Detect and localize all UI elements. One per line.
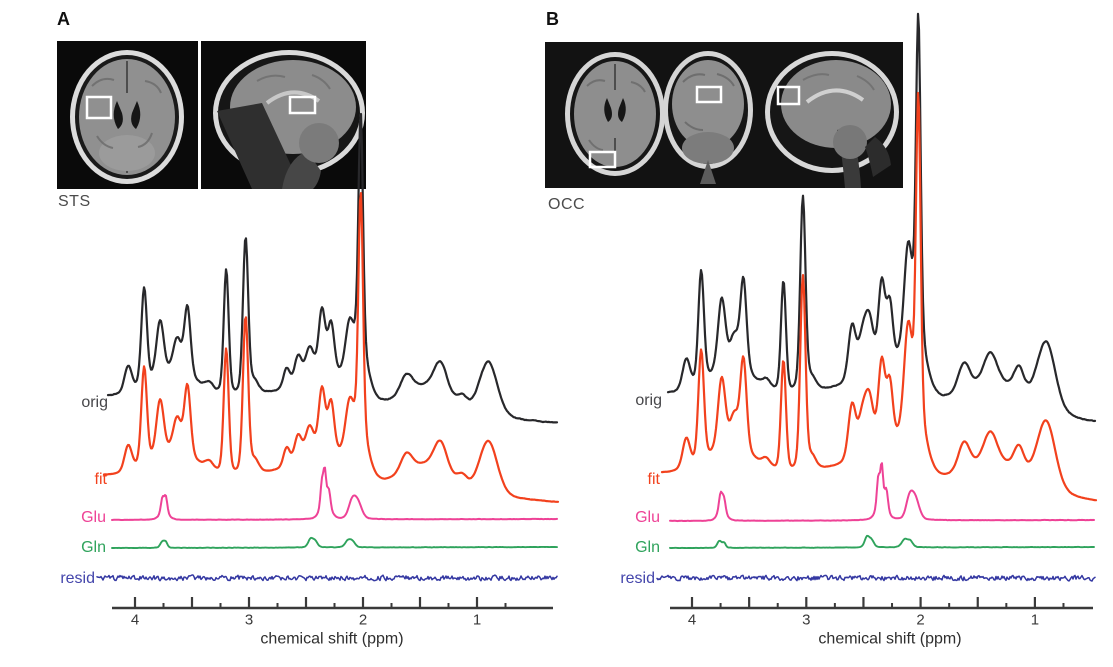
- tick-label: 1: [473, 611, 481, 628]
- voxel-box-occ-axial: [588, 150, 617, 169]
- voxel-box-occ-sagittal: [776, 85, 801, 106]
- trace-label-resid: resid: [620, 570, 655, 587]
- trace-label-orig: orig: [635, 392, 662, 409]
- mri-localizer-sts: [57, 41, 366, 189]
- x-axis-title: chemical shift (ppm): [818, 630, 961, 647]
- mri-axial-view: [57, 41, 198, 189]
- x-axis-title: chemical shift (ppm): [260, 630, 403, 647]
- panel-b-letter: B: [546, 9, 559, 29]
- mri-coronal-view: [663, 51, 753, 184]
- voxel-box-sts-axial: [85, 95, 113, 120]
- spectrum-trace-fit: [660, 91, 1098, 502]
- spectrum-trace-resid: [96, 574, 558, 582]
- spectrum-trace-Gln: [111, 536, 558, 550]
- trace-label-Gln: Gln: [635, 539, 660, 556]
- spectrum-trace-resid: [656, 574, 1096, 582]
- voxel-box-sts-sagittal: [288, 95, 317, 115]
- region-label-occ: OCC: [548, 196, 586, 213]
- trace-label-Gln: Gln: [81, 539, 106, 556]
- trace-label-Glu: Glu: [81, 509, 106, 526]
- spectrum-trace-orig: [106, 112, 559, 424]
- mri-sagittal-view: [201, 41, 366, 189]
- tick-label: 3: [802, 611, 810, 628]
- tick-label: 3: [245, 611, 253, 628]
- trace-label-Glu: Glu: [635, 509, 660, 526]
- mri-axial-view: [565, 52, 665, 176]
- spectrum-trace-fit: [102, 192, 560, 503]
- trace-label-orig: orig: [81, 394, 108, 411]
- voxel-box-occ-coronal: [695, 85, 723, 104]
- spectrum-trace-Glu: [669, 462, 1095, 523]
- tick-label: 4: [688, 611, 696, 628]
- trace-label-fit: fit: [647, 471, 660, 488]
- mri-sagittal-view: [765, 51, 899, 188]
- panel-a-letter: A: [57, 9, 70, 29]
- mri-localizer-occ: [545, 42, 903, 188]
- trace-label-resid: resid: [60, 570, 95, 587]
- tick-label: 2: [916, 611, 924, 628]
- spectrum-trace-Glu: [111, 466, 558, 521]
- spectrum-trace-Gln: [669, 534, 1095, 550]
- tick-label: 1: [1031, 611, 1039, 628]
- trace-label-fit: fit: [94, 471, 107, 488]
- tick-label: 4: [131, 611, 139, 628]
- region-label-sts: STS: [58, 193, 91, 210]
- spectrum-trace-orig: [666, 12, 1097, 423]
- tick-label: 2: [359, 611, 367, 628]
